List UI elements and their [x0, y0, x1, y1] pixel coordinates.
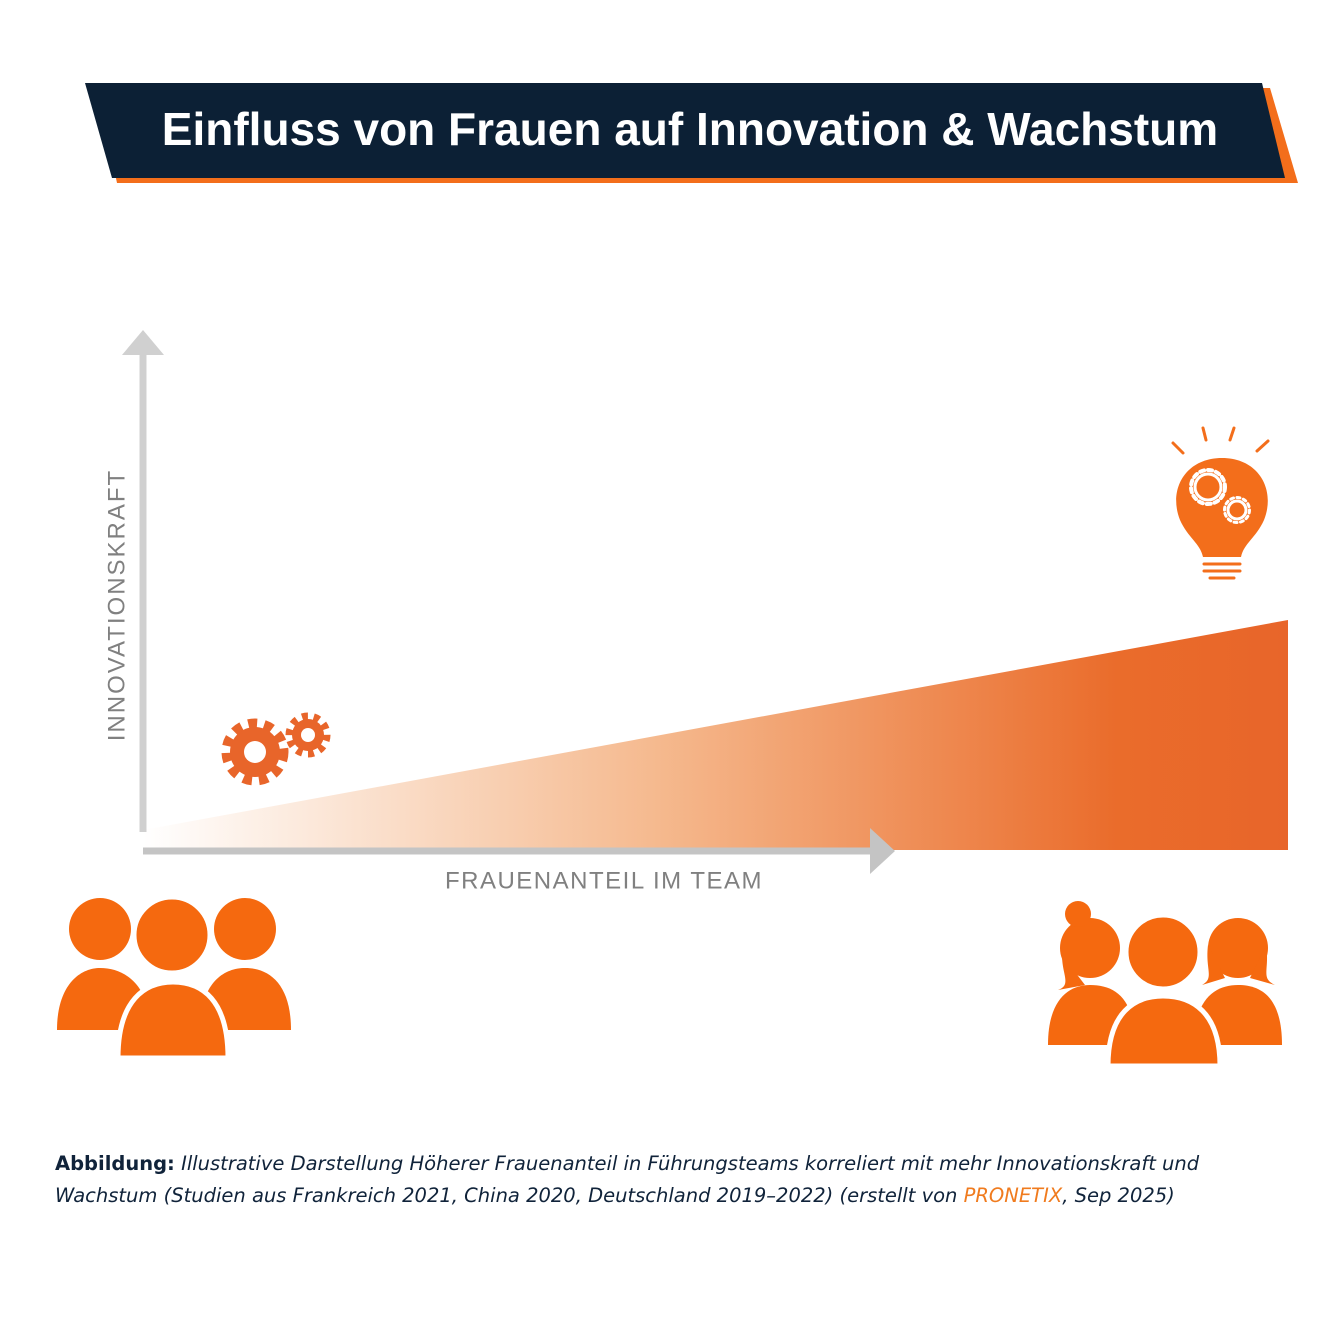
- x-arrow: [870, 828, 895, 874]
- team-icon-left: [57, 894, 291, 1061]
- title: Einfluss von Frauen auf Innovation & Wac…: [162, 103, 1218, 155]
- banner: [85, 83, 1285, 178]
- lightbulb-icon: [1171, 426, 1270, 580]
- y-arrow: [122, 330, 164, 355]
- gears-icon: [221, 712, 331, 786]
- growth-wedge: [143, 620, 1288, 850]
- y-axis-label: INNOVATIONSKRAFT: [103, 469, 130, 741]
- x-axis-label: FRAUENANTEIL IM TEAM: [445, 867, 763, 894]
- caption-suffix: , Sep 2025): [1062, 1184, 1175, 1207]
- team-icon-right: [1048, 901, 1282, 1069]
- caption-label: Abbildung:: [55, 1152, 175, 1175]
- caption-brand: PRONETIX: [963, 1184, 1063, 1207]
- caption-text: Illustrative Darstellung Höherer Frauena…: [55, 1152, 1200, 1207]
- caption: Abbildung: Illustrative Darstellung Höhe…: [55, 1148, 1295, 1212]
